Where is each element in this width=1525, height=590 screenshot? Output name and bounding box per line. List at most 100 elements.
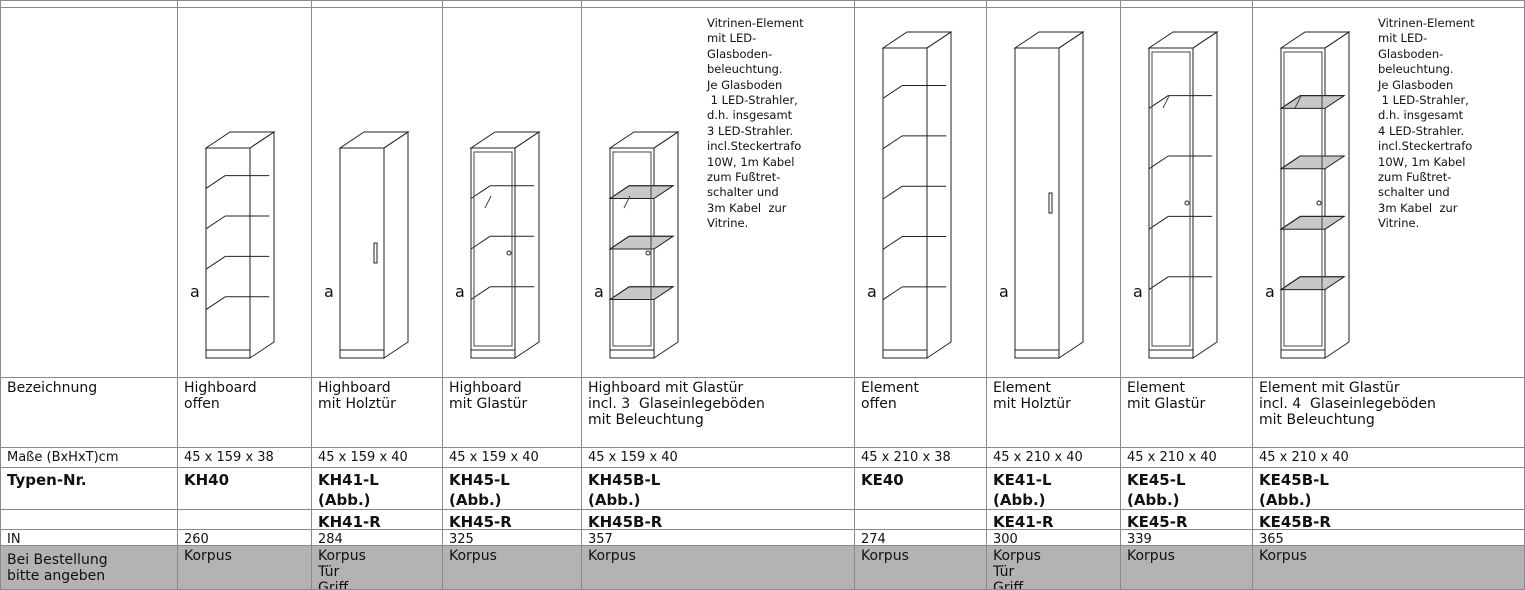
drawing-part [1048, 192, 1053, 214]
drawing-part [1283, 51, 1323, 347]
description-line: 3m Kabel zur [1378, 200, 1458, 215]
type-number: KE40 [861, 471, 904, 489]
drawing-part [1148, 47, 1194, 359]
drawing-part [1014, 47, 1060, 359]
name-cell: Element offen [855, 378, 987, 448]
order-cell: Korpus [1253, 546, 1525, 590]
in-cell: 284 [312, 530, 443, 546]
type-cell: KE40 [855, 468, 987, 510]
image-label: a [455, 282, 465, 301]
name-line: mit Holztür [318, 396, 396, 412]
order-cell: Korpus [855, 546, 987, 590]
type-number: KH41-R [318, 513, 381, 530]
spacer-cell [987, 0, 1121, 8]
image-label: a [324, 282, 334, 301]
description-line: Vitrine. [707, 216, 749, 231]
description-line: incl.Steckertrafo [1378, 139, 1473, 154]
drawing-part [469, 131, 541, 149]
in-cell: 300 [987, 530, 1121, 546]
in-value: 300 [993, 532, 1018, 546]
name-line: Highboard [184, 380, 257, 396]
image-label: a [1265, 282, 1275, 301]
label-cell: Typen-Nr. [0, 468, 178, 510]
name-line: incl. 3 Glaseinlegeböden [588, 396, 765, 412]
order-cell: Korpus Tür Griff [987, 546, 1121, 590]
label-cell: Bei Bestellung bitte angeben [0, 546, 178, 590]
name-cell: Element mit Holztür [987, 378, 1121, 448]
name-cell: Highboard mit Glastür incl. 3 Glaseinlege… [582, 378, 855, 448]
type-number: KH45B-L [588, 471, 661, 489]
row-label: IN [7, 532, 21, 546]
size-cell: 45 x 210 x 40 [987, 448, 1121, 468]
label-cell: IN [0, 530, 178, 546]
type-cell: KE45-L (Abb.) [1121, 468, 1253, 510]
dimensions: 45 x 210 x 40 [993, 450, 1083, 465]
order-item: Korpus [318, 548, 366, 564]
spacer-cell [443, 0, 582, 8]
drawing-part [205, 296, 226, 311]
size-cell: 45 x 210 x 40 [1253, 448, 1525, 468]
order-item: Korpus [861, 548, 909, 564]
size-cell: 45 x 159 x 40 [582, 448, 855, 468]
description-line: schalter und [707, 185, 779, 200]
order-item: Korpus [184, 548, 232, 564]
order-item: Korpus [588, 548, 636, 564]
description-line: Je Glasboden [707, 77, 783, 92]
type-number: KH40 [184, 471, 230, 489]
type-number: KE45-L [1127, 471, 1186, 489]
drawing-part [1013, 31, 1085, 49]
description-line: mit LED- [707, 31, 757, 46]
drawing-part [1316, 200, 1322, 206]
name-line: offen [861, 396, 897, 412]
drawing-part [882, 236, 903, 250]
drawing-part [373, 242, 378, 264]
name-cell: Highboard offen [178, 378, 312, 448]
row-label: Typen-Nr. [7, 471, 87, 489]
drawing-part [881, 31, 953, 49]
row-label: Maße (BxHxT)cm [7, 450, 119, 465]
description-line: incl.Steckertrafo [707, 139, 802, 154]
dimensions: 45 x 210 x 40 [1259, 450, 1349, 465]
description-line: Vitrinen-Element [1378, 16, 1475, 30]
label-cell: Maße (BxHxT)cm [0, 448, 178, 468]
name-line: mit Glastür [1127, 396, 1206, 412]
dimensions: 45 x 159 x 40 [449, 450, 539, 465]
dimensions: 45 x 159 x 40 [588, 450, 678, 465]
in-cell: 260 [178, 530, 312, 546]
drawing-part [882, 185, 903, 200]
image-label: a [190, 282, 200, 301]
image-label: a [1133, 282, 1143, 301]
size-cell: 45 x 210 x 38 [855, 448, 987, 468]
order-item: Korpus [1259, 548, 1307, 564]
type-number: KH45-R [449, 513, 512, 530]
in-value: 325 [449, 532, 474, 546]
row-label: Bei Bestellung [7, 552, 108, 568]
description-line: d.h. insgesamt [1378, 108, 1464, 123]
description-line: beleuchtung. [707, 62, 783, 77]
description-line: Glasboden- [1378, 46, 1444, 61]
drawing-part [882, 286, 903, 301]
name-line: Highboard mit Glastür [588, 380, 744, 396]
image-cell: a [443, 8, 582, 378]
order-item: Korpus [1127, 548, 1175, 564]
drawing-part [1162, 95, 1170, 109]
drawing-part [506, 250, 512, 256]
in-cell: 339 [1121, 530, 1253, 546]
image-cell [0, 8, 178, 378]
drawing-part [514, 131, 540, 359]
image-label: a [594, 282, 604, 301]
in-cell: 365 [1253, 530, 1525, 546]
order-item: Tür [993, 564, 1015, 580]
drawing-part [1324, 31, 1350, 359]
order-item: Tür [318, 564, 340, 580]
drawing-part [1058, 31, 1084, 359]
drawing-part [608, 131, 680, 149]
in-cell: 325 [443, 530, 582, 546]
type-number: KH41-L [318, 471, 379, 489]
drawing-part [1279, 31, 1351, 49]
spacer-cell [178, 0, 312, 8]
drawing-part [1184, 200, 1190, 206]
type-cell: KH41-R [312, 510, 443, 530]
dimensions: 45 x 159 x 40 [318, 450, 408, 465]
drawing-part [205, 255, 226, 270]
